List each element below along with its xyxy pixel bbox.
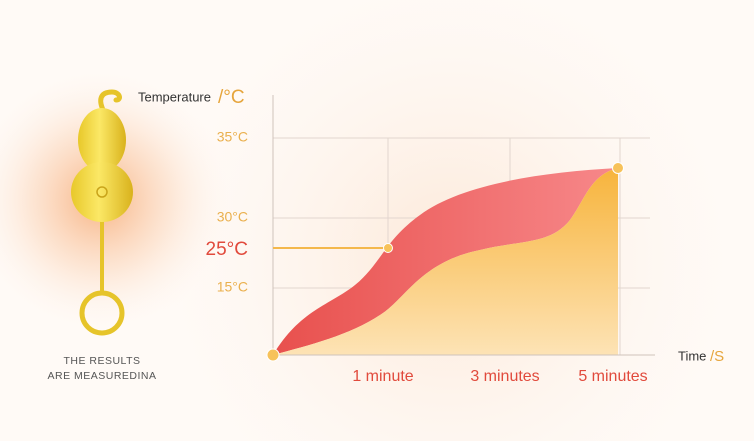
caption: ARE MEASUREDINA — [47, 370, 156, 382]
x-tick-label: 5 minutes — [578, 368, 647, 385]
y-tick-label: 35°C — [217, 129, 248, 145]
x-axis-label: Time — [678, 348, 706, 363]
lower-area — [273, 168, 618, 355]
marker — [612, 162, 624, 174]
product-illustration — [71, 89, 133, 336]
x-tick-label: 1 minute — [352, 368, 413, 385]
glow — [0, 0, 260, 441]
x-axis-unit: /S — [710, 348, 724, 365]
y-axis-unit: /°C — [218, 87, 245, 108]
y-axis-label: Temperature — [138, 89, 211, 104]
upper-area — [273, 168, 618, 355]
y-tick-label: 25°C — [206, 239, 248, 260]
marker — [266, 348, 280, 362]
marker — [383, 243, 393, 253]
x-tick-label: 3 minutes — [470, 368, 539, 385]
caption: THE RESULTS — [63, 355, 140, 367]
y-tick-label: 15°C — [217, 279, 248, 295]
y-tick-label: 30°C — [217, 209, 248, 225]
